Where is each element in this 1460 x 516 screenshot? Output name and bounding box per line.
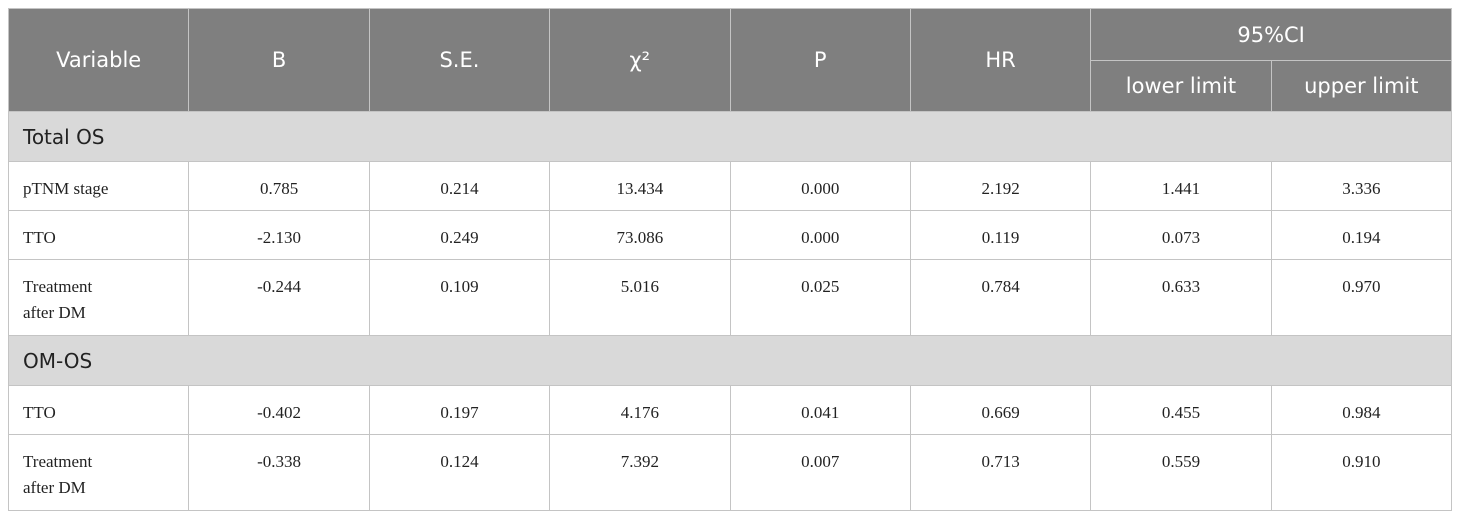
value-cell: 73.086 [549, 210, 731, 260]
value-cell: 0.249 [368, 210, 551, 260]
column-header: χ² [549, 8, 731, 112]
value-cell: 7.392 [549, 434, 731, 511]
row-label: Treatment after DM [23, 452, 93, 497]
section-row: Total OS [8, 111, 1452, 162]
row-label: TTO [23, 403, 56, 422]
section-row: OM-OS [8, 335, 1452, 386]
section-title: Total OS [8, 111, 1452, 162]
value-cell: 0.984 [1270, 385, 1453, 435]
row-label-cell: Treatment after DM [7, 434, 190, 511]
value-cell: -0.338 [188, 434, 370, 511]
value-cell: 0.000 [729, 161, 911, 211]
value-cell: -0.244 [188, 259, 370, 336]
value-cell: 0.041 [729, 385, 911, 435]
value-cell: 0.124 [368, 434, 551, 511]
value-cell: 4.176 [549, 385, 731, 435]
row-label: Treatment after DM [23, 277, 93, 322]
value-cell: 0.455 [1090, 385, 1272, 435]
column-header: S.E. [368, 8, 551, 112]
column-header: B [188, 8, 370, 112]
row-label: TTO [23, 228, 56, 247]
value-cell: 0.784 [909, 259, 1092, 336]
data-row: Treatment after DM -0.244 0.109 5.016 0.025 0… [7, 259, 1453, 336]
row-label-cell: pTNM stage [7, 161, 190, 211]
column-header: Variable [7, 8, 190, 112]
value-cell: 0.000 [729, 210, 911, 260]
value-cell: 0.194 [1270, 210, 1453, 260]
subcolumn-header: upper limit [1270, 60, 1453, 112]
section-title: OM-OS [8, 335, 1452, 386]
row-label-cell: Treatment after DM [7, 259, 190, 336]
header-row: Variable B S.E. χ² P HR 95%CI [7, 8, 1452, 112]
value-cell: 0.073 [1090, 210, 1272, 260]
value-cell: 0.007 [729, 434, 911, 511]
data-row: TTO -0.402 0.197 4.176 0.041 0.669 0.455 0.984 [7, 385, 1453, 435]
column-header: P [729, 8, 911, 112]
value-cell: 0.633 [1090, 259, 1272, 336]
value-cell: 0.119 [909, 210, 1092, 260]
data-row: pTNM stage 0.785 0.214 13.434 0.000 2.192 1.44… [7, 161, 1453, 211]
value-cell: -2.130 [188, 210, 370, 260]
value-cell: 0.197 [368, 385, 551, 435]
value-cell: 0.910 [1270, 434, 1453, 511]
subcolumn-header: lower limit [1090, 60, 1272, 112]
subheader-row: lower limit upper limit [9, 60, 1453, 112]
value-cell: 5.016 [549, 259, 731, 336]
row-label-cell: TTO [7, 385, 190, 435]
value-cell: 0.109 [368, 259, 551, 336]
column-header: HR [909, 8, 1092, 112]
value-cell: 13.434 [549, 161, 731, 211]
table-container: Variable B S.E. χ² P HR 95%CI lower limit upper… [7, 8, 1453, 511]
value-cell: 0.214 [368, 161, 551, 211]
value-cell: 0.559 [1090, 434, 1272, 511]
value-cell: 0.669 [909, 385, 1092, 435]
value-cell: 2.192 [909, 161, 1092, 211]
data-row: Treatment after DM -0.338 0.124 7.392 0.007 0… [7, 434, 1453, 511]
value-cell: 3.336 [1270, 161, 1453, 211]
table-body: Total OS pTNM stage 0.785 0.214 13.434 0.000 2… [7, 111, 1453, 511]
row-label-cell: TTO [7, 210, 190, 260]
regression-table: Variable B S.E. χ² P HR 95%CI lower limit upper… [7, 8, 1453, 511]
row-label: pTNM stage [23, 179, 109, 198]
value-cell: -0.402 [188, 385, 370, 435]
value-cell: 1.441 [1090, 161, 1272, 211]
group-header: 95%CI [1090, 8, 1452, 61]
data-row: TTO -2.130 0.249 73.086 0.000 0.119 0.073 0.194 [7, 210, 1453, 260]
value-cell: 0.025 [729, 259, 911, 336]
value-cell: 0.785 [188, 161, 370, 211]
value-cell: 0.970 [1270, 259, 1453, 336]
value-cell: 0.713 [909, 434, 1092, 511]
